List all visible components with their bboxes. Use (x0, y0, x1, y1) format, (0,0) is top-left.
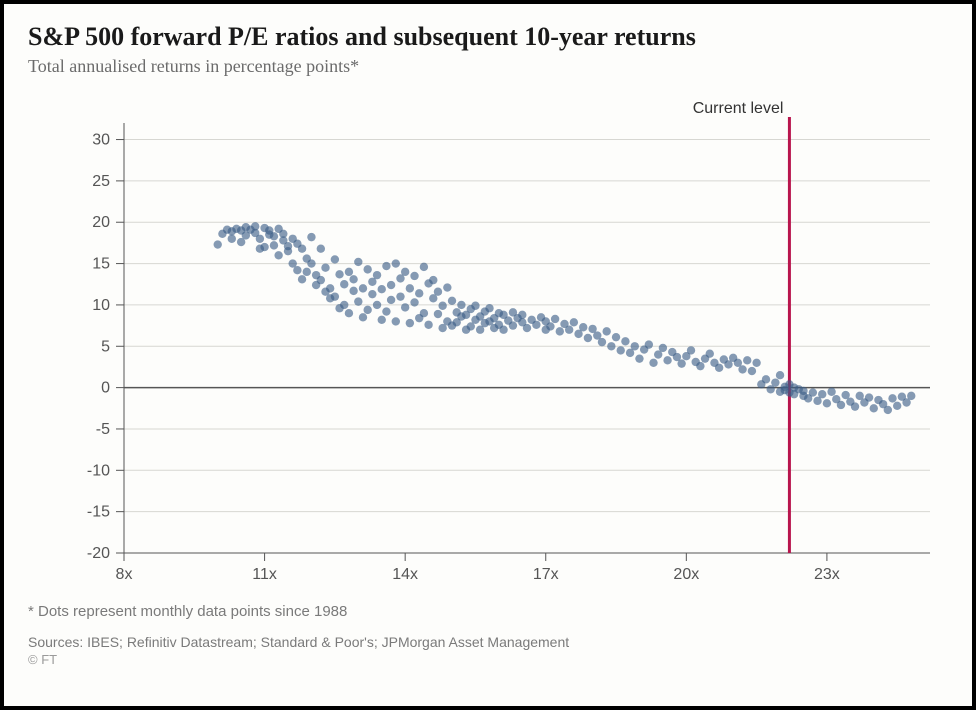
svg-text:5: 5 (101, 338, 110, 355)
svg-text:15: 15 (92, 256, 110, 273)
svg-text:-5: -5 (96, 421, 110, 438)
svg-text:-15: -15 (87, 504, 110, 521)
svg-text:25: 25 (92, 173, 110, 190)
svg-text:17x: 17x (533, 566, 559, 583)
svg-text:30: 30 (92, 132, 110, 149)
svg-text:14x: 14x (392, 566, 418, 583)
chart-svg: -20 -15 -10 -5 0 5 10 15 20 25 30 8x 11x 14x 17x 20x 23x… (28, 95, 948, 595)
chart-sources: Sources: IBES; Refinitiv Datastream; Sta… (28, 634, 948, 650)
chart-footnote: * Dots represent monthly data points sin… (28, 603, 948, 620)
svg-text:8x: 8x (116, 566, 133, 583)
chart-title: S&P 500 forward P/E ratios and subsequen… (28, 22, 948, 52)
svg-text:20x: 20x (673, 566, 699, 583)
svg-text:-10: -10 (87, 462, 110, 479)
svg-text:Current level: Current level (693, 100, 784, 117)
chart-subtitle: Total annualised returns in percentage p… (28, 56, 948, 77)
svg-text:11x: 11x (252, 566, 277, 583)
svg-text:23x: 23x (814, 566, 840, 583)
svg-text:0: 0 (101, 380, 110, 397)
chart-copyright: © FT (28, 652, 948, 667)
svg-text:20: 20 (92, 214, 110, 231)
scatter-chart: -20 -15 -10 -5 0 5 10 15 20 25 30 8x 11x 14x 17x 20x 23x… (28, 95, 948, 595)
svg-text:10: 10 (92, 297, 110, 314)
svg-text:-20: -20 (87, 545, 110, 562)
